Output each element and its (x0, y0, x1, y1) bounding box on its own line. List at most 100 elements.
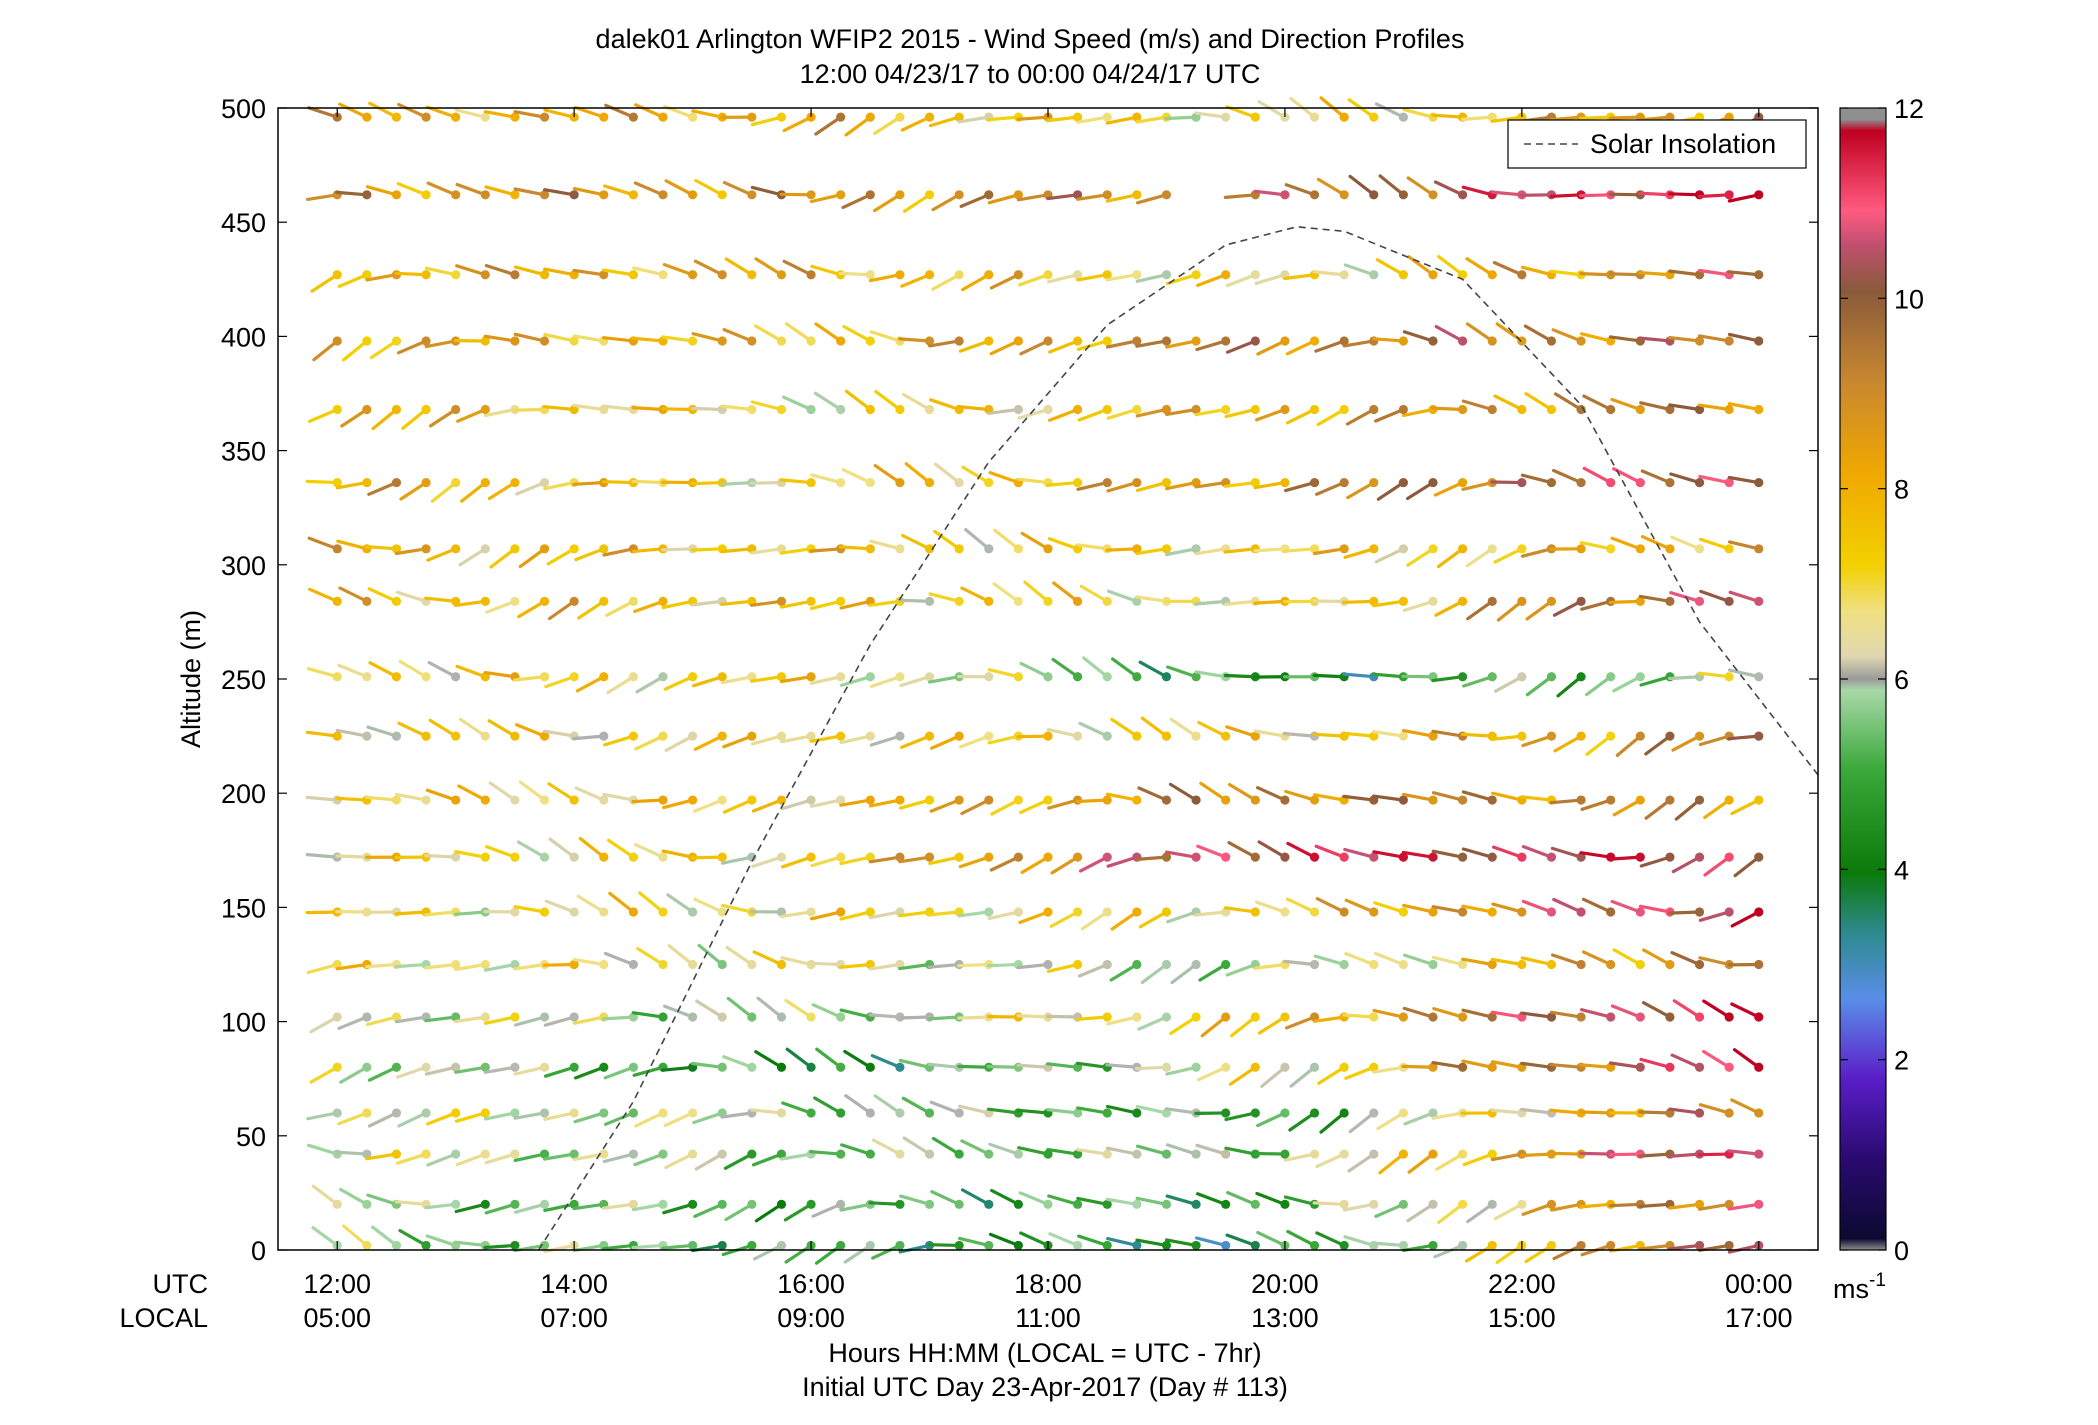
wind-barb-shaft (1046, 962, 1080, 973)
wind-barb-point (1191, 336, 1201, 346)
wind-barb-shaft (1283, 480, 1317, 493)
wind-barb-shaft (868, 1201, 902, 1206)
wind-barb-point (332, 1199, 342, 1209)
wind-barb-point (1309, 1149, 1320, 1159)
wind-barb-shaft (898, 962, 932, 971)
wind-barb-shaft (1164, 1107, 1198, 1115)
wind-barb-point (1665, 544, 1675, 554)
wind-barb-point (1369, 404, 1379, 415)
wind-barb-point (688, 795, 698, 805)
wind-barb-shaft (1466, 1202, 1494, 1224)
wind-barb-point (1221, 852, 1231, 862)
wind-barb-point (1576, 959, 1586, 970)
wind-barb-shaft (453, 1240, 487, 1248)
wind-barb-point (1369, 731, 1379, 741)
wind-barb-shaft (725, 945, 754, 967)
wind-barb-point (510, 907, 520, 917)
wind-barb-point (895, 1149, 905, 1159)
wind-barb-shaft (395, 590, 428, 603)
wind-barb-point (1428, 1062, 1438, 1072)
wind-barb-shaft (1727, 1243, 1761, 1254)
wind-barb-shaft (307, 536, 339, 551)
wind-barb-shaft (603, 951, 635, 967)
wind-barb-point (1221, 1240, 1231, 1251)
wind-barb-point (776, 270, 787, 280)
wind-barb-point (599, 270, 609, 280)
wind-barb-shaft (839, 855, 872, 866)
wind-barb-point (688, 1149, 698, 1159)
chart-subtitle: 12:00 04/23/17 to 00:00 04/24/17 UTC (800, 59, 1261, 89)
wind-barb-shaft (543, 108, 576, 119)
wind-barb-shaft (782, 395, 813, 412)
wind-barb-shaft (394, 271, 428, 277)
wind-barb-point (865, 907, 875, 917)
wind-barb-shaft (1437, 255, 1465, 277)
wind-barb-point (1369, 1108, 1379, 1118)
wind-barb-shaft (840, 1143, 872, 1156)
wind-barb-point (895, 112, 905, 122)
wind-barb-shaft (900, 273, 932, 288)
wind-barbs (305, 96, 1764, 1265)
wind-barb-shaft (335, 190, 369, 197)
x-tick-label-utc: 12:00 (303, 1269, 371, 1299)
wind-barb-point (628, 1108, 638, 1118)
wind-barb-point (1250, 1199, 1260, 1209)
wind-barb-point (539, 1108, 550, 1118)
wind-barb-shaft (839, 910, 872, 921)
wind-barb-shaft (1230, 1015, 1257, 1038)
wind-barb-point (1458, 1012, 1468, 1022)
wind-barb-shaft (752, 950, 784, 967)
wind-barb-shaft (1197, 720, 1228, 738)
wind-barb-shaft (957, 1236, 991, 1248)
wind-barb-point (332, 477, 342, 488)
wind-barb-shaft (305, 730, 339, 738)
wind-barb-shaft (1551, 328, 1583, 343)
wind-barb-point (1546, 1012, 1557, 1022)
wind-barb-point (599, 731, 609, 741)
wind-barb-point (984, 907, 994, 917)
wind-barb-point (539, 672, 550, 682)
wind-barb-shaft (1080, 910, 1109, 931)
wind-barb-shaft (1579, 272, 1613, 277)
wind-barb-shaft (365, 273, 399, 282)
wind-barb-shaft (1166, 665, 1198, 679)
wind-barb-point (688, 907, 698, 917)
wind-barb-shaft (512, 407, 547, 412)
wind-barb-point (1013, 1149, 1023, 1159)
wind-barb-shaft (1075, 798, 1109, 804)
wind-barb-shaft (306, 667, 339, 679)
wind-barb-shaft (1169, 1015, 1198, 1036)
wind-barb-shaft (752, 1243, 784, 1261)
wind-barb-shaft (1698, 910, 1731, 922)
wind-barb-shaft (1256, 339, 1287, 356)
wind-barb-point (1369, 1199, 1379, 1209)
wind-barb-shaft (1579, 1063, 1613, 1069)
wind-barb-shaft (484, 1152, 517, 1165)
wind-barb-point (1132, 1149, 1142, 1159)
wind-barb-point (1517, 907, 1527, 917)
wind-barb-shaft (426, 1152, 458, 1167)
wind-barb-shaft (1348, 174, 1376, 197)
wind-barb-point (1487, 1199, 1497, 1209)
wind-barb-point (1428, 477, 1438, 488)
wind-barb-shaft (1105, 547, 1139, 552)
wind-barb-shaft (1549, 269, 1583, 277)
wind-barb-shaft (1697, 268, 1731, 277)
wind-barb-point (1161, 1012, 1172, 1022)
wind-barb-point (332, 1062, 342, 1072)
wind-barb-shaft (1284, 1015, 1317, 1030)
wind-barb-point (1280, 1149, 1290, 1159)
wind-barb-point (451, 1062, 461, 1072)
wind-barb-shaft (1579, 1202, 1613, 1209)
wind-barb-shaft (1165, 1194, 1198, 1206)
wind-barb-point (569, 795, 579, 805)
wind-barb-point (362, 1240, 372, 1251)
wind-barb-shaft (513, 332, 547, 343)
wind-barb-point (1102, 672, 1112, 682)
wind-barb-shaft (1319, 1111, 1346, 1134)
wind-barb-shaft (1283, 959, 1317, 967)
wind-barb-shaft (1105, 1104, 1139, 1115)
wind-barb-point (1694, 544, 1705, 554)
wind-barb-point (688, 190, 698, 200)
wind-barb-shaft (487, 480, 517, 501)
